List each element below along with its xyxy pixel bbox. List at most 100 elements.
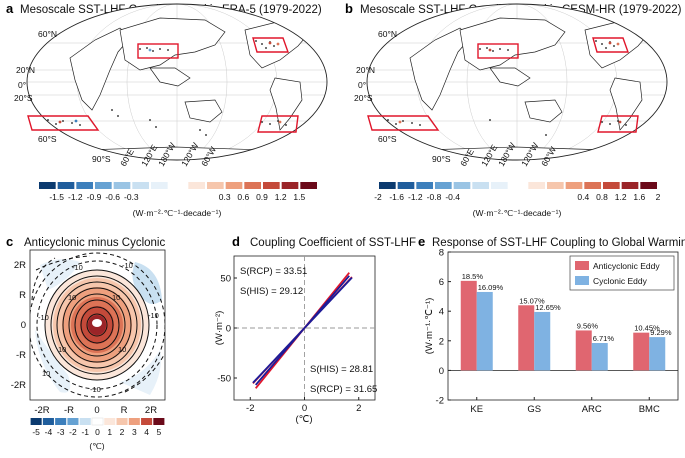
map-b-lat-labels: 60°N 20°N 0° 20°S 60°S 90°S [354,29,451,164]
colorbar-segment [76,182,93,189]
colorbar-tick-label: 1.5 [293,192,305,202]
annotation-s-his-upper: S(HIS) = 29.12 [240,286,303,297]
y-tick-label: -50 [217,374,231,385]
contour-label: -10 [72,263,83,272]
lat-label: 20°S [354,93,373,103]
colorbar-segment [128,418,140,425]
bar-data-label: 9.56% [577,321,599,330]
bar-anticyclonic [460,280,477,371]
lat-label: 20°S [14,93,33,103]
panel-b: b Mesoscale SST-LHF Coupling Trend in CE… [345,1,682,218]
lat-label: 90°S [92,154,111,164]
colorbar-tick-label: 1 [107,427,112,437]
lat-label: 60°S [378,134,397,144]
contour-label: -10 [122,261,133,270]
colorbar-segment [42,418,54,425]
colorbar-tick-label: 1.2 [615,192,627,202]
y-tick-label: -R [16,350,26,361]
lat-label: 60°S [38,134,57,144]
bar-cyclonic [649,337,666,371]
panel-d-xlabel: (℃) [296,414,313,425]
colorbar-segment [104,418,116,425]
lat-label: 60°N [38,29,57,39]
bar-data-label: 9.29% [650,328,672,337]
legend-swatch-anticyclonic [575,261,589,270]
lat-label: 0° [18,80,26,90]
contour-label: -10 [38,313,49,322]
x-tick-label: -2R [34,405,49,416]
panel-c-label: c [6,234,13,249]
map-a-anomalies [58,41,282,124]
bar-cyclonic [534,311,551,371]
colorbar-tick-label: 0.9 [256,192,268,202]
panel-e-legend: Anticyclonic Eddy Cyclonic Eddy [569,255,675,291]
lat-label: 20°N [356,65,375,75]
colorbar-segment [565,182,583,189]
bar-data-label: 16.09% [478,283,504,292]
colorbar-segment [79,418,91,425]
colorbar-segment [379,182,396,189]
contour-label: 10 [68,293,76,302]
panel-d-lines [252,272,353,389]
bar-data-label: 15.07% [519,296,545,305]
colorbar-segment [584,182,601,189]
panel-e-label: e [418,234,425,249]
x-tick-label: R [121,405,128,416]
bar-data-label: 18.5% [462,272,484,281]
legend-label-cyclonic: Cyclonic Eddy [593,276,648,286]
y-tick-label: 8 [439,248,444,259]
bar-data-label: 12.65% [535,303,561,312]
colorbar-tick-label: -0.3 [124,192,139,202]
colorbar-tick-label: 0.8 [596,192,608,202]
colorbar-b: -2 -1.6 -1.2 -0.8 -0.4 0.4 0.8 1.2 1.6 2 [374,182,661,202]
colorbar-tick-label: -1 [81,427,89,437]
annotation-s-his-lower: S(HIS) = 28.81 [310,364,373,375]
colorbar-tick-label: -1.5 [49,192,64,202]
category-label: ARC [582,404,602,415]
panel-c-contours [30,252,165,398]
x-tick-label: 2R [145,405,157,416]
contour-label: 10 [118,345,126,354]
panel-c-x-ticks: -2R -R 0 R 2R [34,405,157,416]
panel-c: c Anticyclonic minus Cyclonic [6,234,165,451]
colorbar-segment [95,182,112,189]
map-a [27,4,327,160]
x-tick-label: -R [64,405,74,416]
colorbar-segment [151,182,168,189]
panel-e-title: Response of SST-LHF Coupling to Global W… [432,237,685,249]
legend-swatch-cyclonic [575,276,589,285]
eddy-core [92,319,102,327]
y-tick-label: 0 [21,320,26,331]
colorbar-tick-label: 0 [95,427,100,437]
colorbar-segment [244,182,261,189]
x-tick-label: 0 [302,403,307,414]
colorbar-segment [640,182,657,189]
colorbar-segment [30,418,42,425]
panel-c-contour-labels: -10 -10 -10 -10 10 10 10 10 -10 10 [38,261,159,394]
y-tick-label: 50 [220,274,231,285]
colorbar-segment [57,182,75,189]
map-a-border [26,3,328,161]
colorbar-tick-label: 2 [656,192,661,202]
lat-label: 90°S [432,154,451,164]
colorbar-tick-label: -0.8 [427,192,442,202]
colorbar-tick-label: -2 [69,427,77,437]
colorbar-segment [132,182,149,189]
colorbar-segment [188,182,205,189]
colorbar-segment [113,182,131,189]
bar-anticyclonic [518,305,535,371]
annotation-s-rcp-lower: S(RCP) = 31.65 [310,384,377,395]
category-label: GS [527,404,541,415]
colorbar-b-unit: (W·m⁻²·℃⁻¹·decade⁻¹) [473,208,562,218]
colorbar-segment [491,182,508,189]
colorbar-segment [300,182,317,189]
panel-a-label: a [6,1,14,16]
colorbar-segment [621,182,639,189]
contour-label: 10 [112,293,120,302]
y-tick-label: -2 [436,396,444,407]
contour-label: 10 [58,345,66,354]
colorbar-segment [141,418,153,425]
bar-anticyclonic [633,332,650,371]
panel-c-y-ticks: 2R R 0 -R -2R [11,260,26,391]
